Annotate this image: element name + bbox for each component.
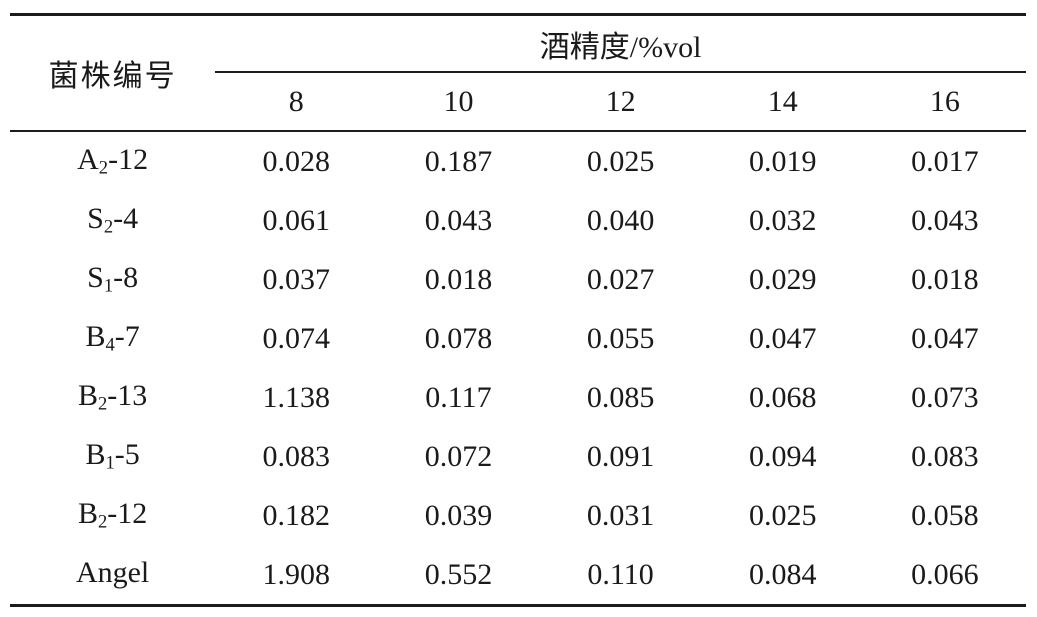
value-cell: 0.047 (748, 321, 817, 355)
strain-subscript: 1 (103, 275, 114, 297)
value-cell: 0.027 (586, 262, 655, 296)
col-header-14: 14 (701, 72, 864, 132)
strain-cell: S2-4 (10, 191, 215, 250)
strain-suffix: -12 (108, 143, 149, 177)
strain-cell: A2-12 (10, 131, 215, 191)
value-cell: 0.084 (748, 557, 817, 591)
table-row: B2-12 0.182 0.039 0.031 0.025 0.058 (10, 486, 1026, 545)
header-row-sub: 8 10 12 14 16 (10, 72, 1026, 132)
header-row-group: 菌株编号 酒精度/%vol (10, 14, 1026, 132)
value-cell: 0.017 (911, 144, 979, 178)
strain-cell: S1-8 (10, 250, 215, 309)
table-header: 菌株编号 酒精度/%vol 8 10 12 14 16 (10, 14, 1026, 132)
value-cell: 0.091 (586, 439, 655, 473)
value-cell: 0.110 (587, 557, 654, 591)
value-cell: 0.055 (586, 321, 655, 355)
value-cell: 0.085 (586, 380, 655, 414)
strain-base: B (85, 320, 106, 354)
value-cell: 0.552 (424, 557, 493, 591)
strain-cell: B1-5 (10, 427, 215, 486)
col-header-10: 10 (377, 72, 540, 132)
strain-base: S (87, 202, 104, 236)
strain-suffix: -13 (107, 379, 148, 413)
table-row: B1-5 0.083 0.072 0.091 0.094 0.083 (10, 427, 1026, 486)
value-cell: 0.040 (586, 203, 655, 237)
col-header-8: 8 (215, 72, 378, 132)
value-cell: 0.037 (262, 262, 331, 296)
value-cell: 0.018 (424, 262, 493, 296)
paper-table-page: 菌株编号 酒精度/%vol 8 10 12 14 16 A2-12 0.028 … (0, 13, 1037, 617)
table-body: A2-12 0.028 0.187 0.025 0.019 0.017 S2-4… (10, 131, 1026, 606)
value-cell: 0.066 (911, 557, 979, 591)
strain-base: B (85, 438, 106, 472)
table-row: A2-12 0.028 0.187 0.025 0.019 0.017 (10, 131, 1026, 191)
value-cell: 0.182 (262, 498, 331, 532)
strain-suffix: -12 (107, 497, 148, 531)
value-cell: 0.072 (424, 439, 493, 473)
value-cell: 0.039 (424, 498, 493, 532)
value-cell: 0.028 (262, 144, 331, 178)
value-cell: 0.187 (424, 144, 493, 178)
strain-cell: Angel (10, 545, 215, 606)
value-cell: 0.083 (911, 439, 979, 473)
strain-base: B (77, 497, 98, 531)
alcohol-tolerance-table: 菌株编号 酒精度/%vol 8 10 12 14 16 A2-12 0.028 … (10, 13, 1026, 607)
strain-base: B (77, 379, 98, 413)
strain-base: Angel (75, 556, 150, 590)
value-cell: 0.043 (424, 203, 493, 237)
table-row: S1-8 0.037 0.018 0.027 0.029 0.018 (10, 250, 1026, 309)
value-cell: 0.068 (748, 380, 817, 414)
strain-cell: B2-12 (10, 486, 215, 545)
strain-subscript: 2 (98, 157, 109, 179)
strain-suffix: -8 (113, 261, 139, 295)
value-cell: 0.074 (262, 321, 331, 355)
strain-base: S (87, 261, 104, 295)
strain-subscript: 2 (97, 393, 108, 415)
strain-subscript: 1 (105, 452, 115, 474)
value-cell: 0.094 (748, 439, 817, 473)
value-cell: 0.018 (911, 262, 979, 296)
value-cell: 0.029 (748, 262, 817, 296)
strain-column-header: 菌株编号 (10, 14, 216, 132)
strain-subscript: 4 (105, 334, 115, 356)
strain-subscript: 2 (97, 511, 108, 533)
table-row: Angel 1.908 0.552 0.110 0.084 0.066 (10, 545, 1026, 606)
value-cell: 0.025 (748, 498, 817, 532)
value-cell: 0.047 (911, 321, 979, 355)
value-cell: 0.025 (586, 144, 655, 178)
value-cell: 0.073 (911, 380, 979, 414)
value-cell: 0.043 (911, 203, 979, 237)
strain-cell: B4-7 (10, 309, 215, 368)
value-cell: 0.061 (262, 203, 331, 237)
table-row: B4-7 0.074 0.078 0.055 0.047 0.047 (10, 309, 1026, 368)
table-row: S2-4 0.061 0.043 0.040 0.032 0.043 (10, 191, 1026, 250)
value-cell: 1.138 (262, 380, 331, 414)
strain-base: A (77, 143, 99, 177)
strain-suffix: -5 (114, 438, 140, 472)
table-row: B2-13 1.138 0.117 0.085 0.068 0.073 (10, 368, 1026, 427)
alcohol-group-header: 酒精度/%vol (215, 14, 1026, 73)
value-cell: 0.019 (748, 144, 817, 178)
strain-suffix: -7 (114, 320, 140, 354)
value-cell: 0.117 (425, 380, 492, 414)
value-cell: 0.083 (262, 439, 331, 473)
value-cell: 0.032 (748, 203, 817, 237)
strain-subscript: 2 (103, 216, 114, 238)
col-header-12: 12 (539, 72, 702, 132)
value-cell: 0.031 (586, 498, 655, 532)
value-cell: 0.078 (424, 321, 493, 355)
strain-cell: B2-13 (10, 368, 215, 427)
strain-suffix: -4 (113, 202, 139, 236)
value-cell: 1.908 (262, 557, 331, 591)
value-cell: 0.058 (911, 498, 979, 532)
col-header-16: 16 (863, 72, 1026, 132)
